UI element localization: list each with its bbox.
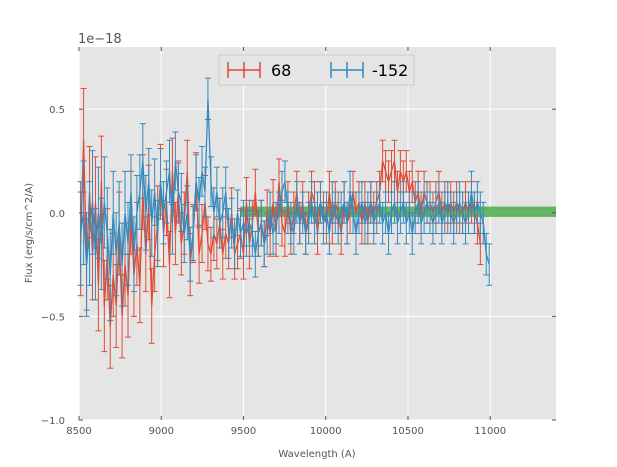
x-tick-label: 11000 xyxy=(474,426,506,437)
y-tick-label: −0.5 xyxy=(41,312,65,323)
legend-label-152: -152 xyxy=(372,61,408,80)
series-layer xyxy=(77,77,493,369)
legend-entry-152: -152 xyxy=(330,61,408,80)
legend-label-68: 68 xyxy=(271,61,291,80)
x-axis-label: Wavelength (A) xyxy=(278,449,355,460)
x-tick-label: 10000 xyxy=(310,426,342,437)
series-neg152 xyxy=(77,77,493,322)
y-offset-text: 1e−18 xyxy=(78,32,122,47)
legend-entry-68: 68 xyxy=(227,61,291,80)
y-tick-label: 0.0 xyxy=(49,209,65,220)
tick-layer: 8500 9000 9500 10000 10500 11000 −1.0 −0.5 0.0 0.… xyxy=(41,47,556,437)
sky-band xyxy=(240,206,556,217)
legend: 68 -152 xyxy=(218,54,415,86)
y-axis-label: Flux (erg/s/cm^2/A) xyxy=(24,183,35,283)
band-layer xyxy=(240,206,556,217)
x-tick-label: 9500 xyxy=(231,426,256,437)
series-line xyxy=(79,98,490,275)
y-tick-label: 0.5 xyxy=(49,105,65,116)
x-tick-label: 10500 xyxy=(392,426,424,437)
x-tick-label: 9000 xyxy=(149,426,174,437)
y-tick-label: −1.0 xyxy=(41,416,65,427)
x-tick-label: 8500 xyxy=(66,426,91,437)
